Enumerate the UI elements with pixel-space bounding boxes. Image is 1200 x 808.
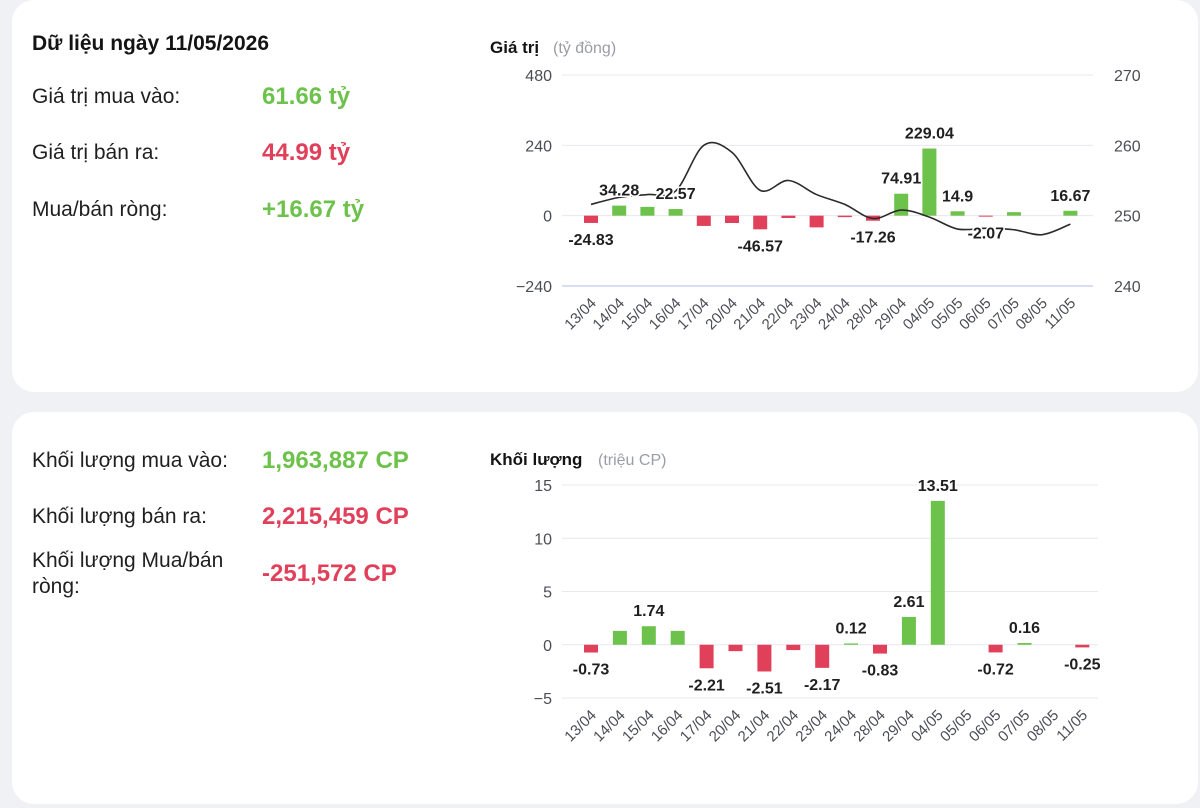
net-volume-label-line1: Khối lượng Mua/bán xyxy=(32,549,224,572)
net-value-label: Mua/bán ròng: xyxy=(32,198,168,221)
net-volume: -251,572 CP xyxy=(262,560,397,587)
date-heading: Dữ liệu ngày 11/05/2026 xyxy=(32,32,270,55)
sell-volume-label: Khối lượng bán ra: xyxy=(32,505,207,528)
buy-volume-label: Khối lượng mua vào: xyxy=(32,449,228,472)
net-volume-label: Khối lượng Mua/bán ròng: xyxy=(32,548,223,600)
net-volume-label-line2: ròng: xyxy=(32,575,80,598)
value-card: Dữ liệu ngày 11/05/2026 Giá trị mua vào:… xyxy=(12,0,1198,392)
buy-value-label: Giá trị mua vào: xyxy=(32,85,181,108)
sell-value: 44.99 tỷ xyxy=(262,139,351,166)
buy-value: 61.66 tỷ xyxy=(262,83,351,110)
volume-card: Khối lượng mua vào: 1,963,887 CP Khối lư… xyxy=(12,412,1198,804)
sell-volume: 2,215,459 CP xyxy=(262,503,409,530)
net-value: +16.67 tỷ xyxy=(262,196,365,223)
sell-value-label: Giá trị bán ra: xyxy=(32,141,160,164)
buy-volume: 1,963,887 CP xyxy=(262,447,409,474)
